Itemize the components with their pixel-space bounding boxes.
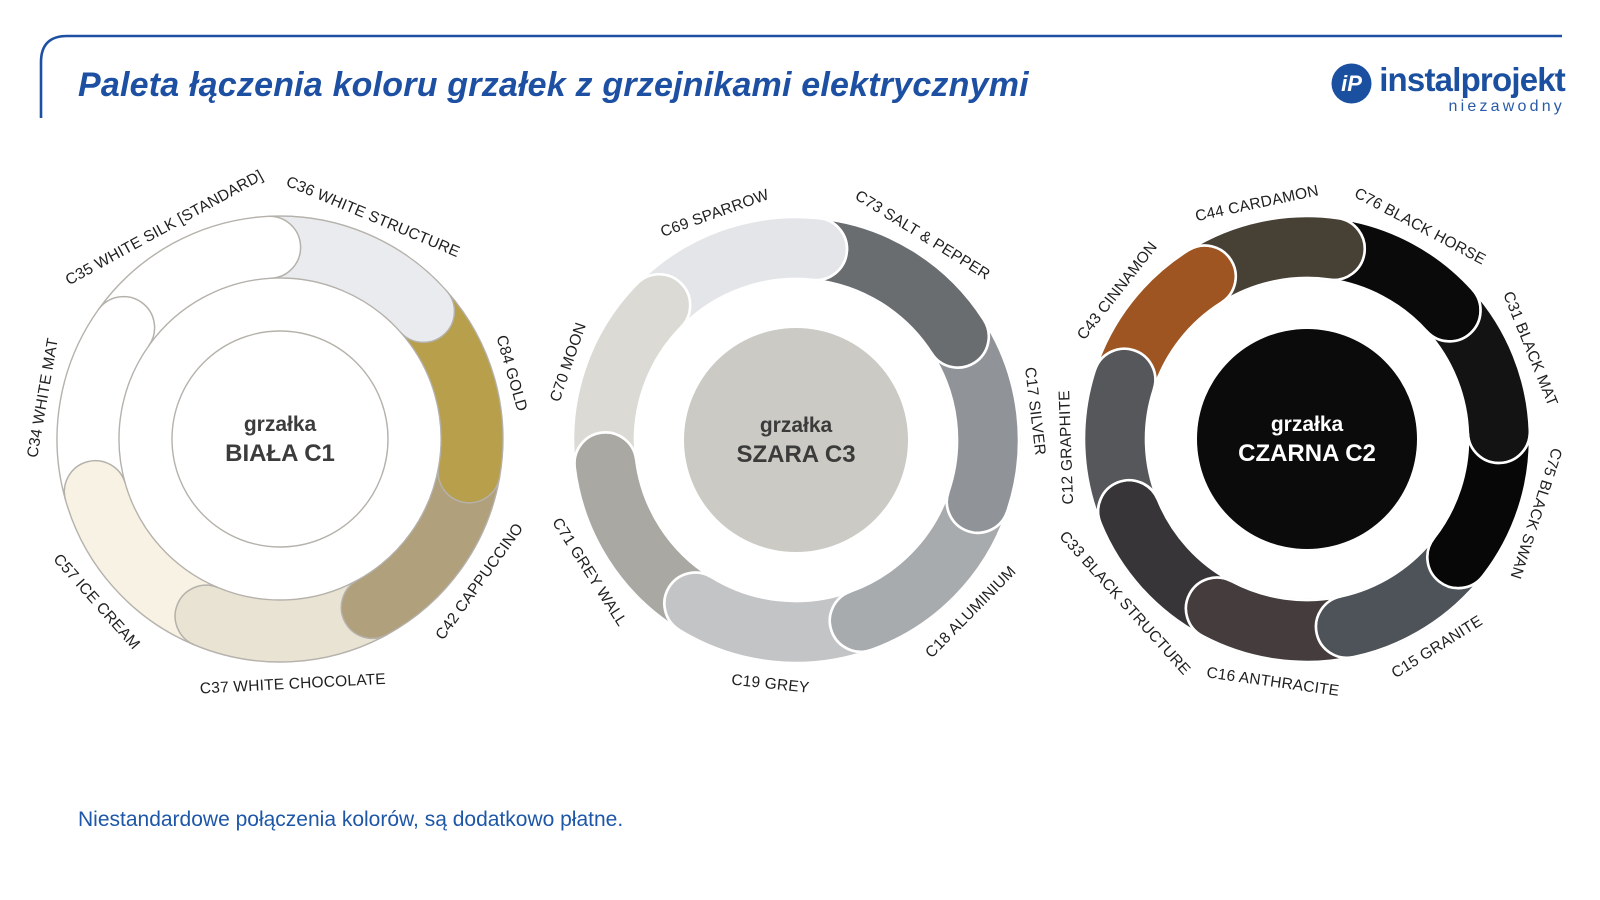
center-label-line2-szara-c3: SZARA C3: [736, 441, 855, 468]
center-disc-biala-c1: [171, 330, 389, 548]
segment-c34-white-mat: [56, 295, 156, 501]
label-c12-graphite: C12 GRAPHITE: [1056, 390, 1077, 505]
segment-c37-white-chocolate: [174, 579, 388, 663]
center-label-line2-biala-c1: BIAŁA C1: [225, 440, 335, 467]
segment-c84-gold: [399, 290, 504, 504]
page-title: Paleta łączenia koloru grzałek z grzejni…: [78, 66, 1029, 104]
center-label-line2-czarna-c2: CZARNA C2: [1238, 440, 1376, 467]
brand-monogram-icon: iP: [1331, 63, 1372, 104]
center-disc-szara-c3: [684, 328, 908, 552]
label-c37-white-chocolate: C37 WHITE CHOCOLATE: [199, 671, 386, 698]
center-label-line1-szara-c3: grzałka: [760, 414, 833, 437]
logo-circle: [1331, 63, 1372, 104]
segment-c44-cardamon: [1187, 214, 1366, 304]
segment-c18-aluminium: [828, 490, 1009, 654]
brand-tagline: niezawodny: [1448, 97, 1565, 115]
segment-c57-ice-cream: [63, 459, 219, 646]
label-c34-white-mat: C34 WHITE MAT: [24, 336, 62, 459]
label-c19-grey: C19 GREY: [731, 672, 811, 697]
brand-name: instalprojekt: [1379, 61, 1566, 98]
label-c16-anthracite: C16 ANTHRACITE: [1205, 664, 1340, 699]
center-label-line1-biala-c1: grzałka: [244, 413, 317, 436]
rounded-corner-rule: [39, 34, 1562, 118]
top-border-line: [39, 34, 1562, 118]
segment-c71-grey-wall: [573, 431, 713, 631]
segment-c17-silver: [930, 318, 1021, 535]
segment-c19-grey: [663, 571, 873, 665]
brand-wordmark: instalprojekt niezawodny: [1379, 61, 1566, 116]
segment-c42-cappuccino: [340, 465, 501, 640]
center-disc-czarna-c2: [1197, 329, 1417, 549]
segment-c69-sparrow: [635, 215, 849, 329]
footer-note: Niestandardowe połączenia kolorów, są do…: [78, 808, 624, 831]
label-c17-silver: C17 SILVER: [1021, 366, 1048, 456]
segment-c70-moon: [571, 272, 692, 468]
brand-logo: iP instalprojekt niezawodny: [1331, 61, 1566, 116]
logo-monogram-text: iP: [1341, 71, 1362, 96]
segment-c35-white-silk-standard: [97, 215, 302, 347]
center-label-line1-czarna-c2: grzałka: [1271, 413, 1344, 436]
